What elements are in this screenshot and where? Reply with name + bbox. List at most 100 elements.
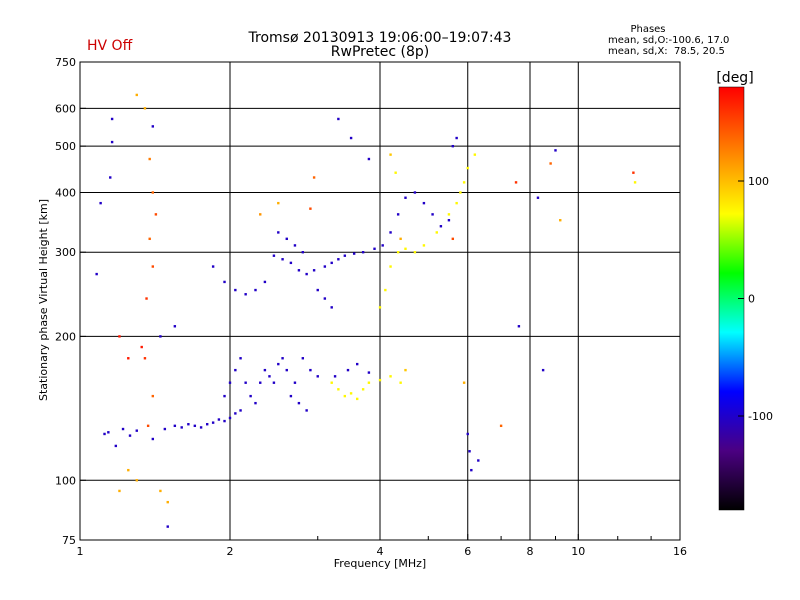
data-point — [389, 375, 392, 378]
data-point — [554, 149, 557, 152]
x-tick-label: 1 — [77, 545, 84, 558]
data-point — [309, 368, 312, 372]
data-point — [396, 251, 400, 254]
data-point — [312, 176, 316, 179]
data-point — [254, 401, 257, 405]
data-point — [355, 397, 359, 401]
data-point — [289, 261, 293, 265]
data-point — [254, 288, 257, 292]
data-point — [451, 237, 455, 241]
data-point — [396, 213, 400, 216]
x-tick-label: 6 — [464, 545, 471, 558]
data-point — [148, 157, 151, 161]
data-point — [121, 427, 125, 431]
data-point — [285, 368, 288, 372]
colorbar-unit: [deg] — [716, 70, 753, 86]
data-point — [381, 244, 384, 247]
data-point — [244, 293, 247, 296]
data-point — [268, 375, 271, 378]
data-point — [323, 265, 327, 268]
data-point — [217, 418, 221, 421]
chart-title: Tromsø 20130913 19:06:00–19:07:43 — [248, 30, 512, 46]
data-point — [536, 196, 540, 199]
data-point — [462, 381, 466, 384]
y-tick-label: 200 — [55, 330, 76, 343]
data-point — [468, 450, 471, 453]
data-point — [632, 171, 635, 174]
x-tick-label: 10 — [571, 545, 585, 558]
data-point — [285, 237, 288, 241]
data-point — [128, 434, 132, 437]
data-point — [361, 251, 365, 254]
data-point — [337, 117, 340, 121]
grid-lines — [80, 62, 680, 540]
data-point — [389, 153, 392, 156]
data-point — [466, 432, 469, 436]
y-tick-label: 750 — [55, 56, 76, 69]
data-point — [166, 525, 169, 528]
data-point — [135, 93, 138, 97]
data-point — [293, 244, 297, 247]
data-point — [272, 254, 276, 257]
data-point — [143, 107, 147, 110]
data-point — [163, 427, 167, 431]
data-point — [187, 423, 190, 426]
data-point — [205, 423, 209, 426]
data-point — [277, 231, 280, 234]
data-point — [228, 381, 232, 384]
data-point — [301, 357, 305, 360]
data-point — [455, 136, 458, 140]
x-tick-label: 4 — [377, 545, 384, 558]
data-point — [114, 444, 118, 448]
data-point — [173, 424, 177, 428]
data-point — [447, 213, 451, 216]
data-point — [95, 272, 98, 276]
data-point — [378, 378, 382, 382]
data-point — [103, 432, 106, 436]
data-point — [473, 153, 477, 156]
plot-frame — [79, 61, 681, 541]
data-point — [355, 362, 359, 366]
data-point — [367, 157, 371, 161]
x-axis-label: Frequency [MHz] — [334, 557, 426, 570]
data-point — [151, 125, 155, 128]
colorbar-ticks: 100 0 -100 — [738, 175, 773, 423]
data-point — [337, 388, 340, 391]
data-point — [422, 244, 426, 247]
data-point — [166, 500, 169, 504]
axis-ticks: 1 2 4 6 8 10 16 75 100 200 300 400 500 600 750 — [55, 56, 687, 558]
data-point — [559, 219, 562, 222]
data-point — [367, 381, 371, 384]
data-point — [373, 247, 376, 250]
data-point — [633, 181, 637, 184]
data-point — [239, 409, 242, 412]
data-point — [451, 144, 455, 148]
y-tick-label: 600 — [55, 102, 76, 115]
data-point — [193, 424, 197, 428]
data-point — [517, 325, 521, 328]
phases-o-stats: mean, sd,O:-100.6, 17.0 — [608, 35, 729, 46]
colorbar-tick-label: 0 — [748, 293, 755, 306]
data-point — [309, 207, 312, 210]
data-point — [244, 381, 247, 384]
data-point — [151, 437, 155, 441]
data-point — [118, 335, 121, 338]
data-point — [333, 375, 337, 378]
data-point — [514, 181, 518, 184]
data-point — [466, 166, 469, 170]
data-point — [316, 375, 319, 378]
y-tick-label: 75 — [62, 534, 76, 547]
data-point — [389, 265, 392, 268]
data-point — [343, 254, 347, 257]
data-point — [223, 280, 226, 284]
data-point — [346, 368, 350, 372]
data-point — [173, 325, 177, 328]
data-point — [159, 489, 162, 493]
data-point — [394, 171, 397, 174]
chart-subtitle: RwPretec (8p) — [331, 44, 429, 60]
data-point — [389, 231, 392, 234]
data-point — [107, 431, 110, 434]
x-tick-label: 2 — [227, 545, 234, 558]
colorbar-tick-label: -100 — [748, 410, 773, 423]
